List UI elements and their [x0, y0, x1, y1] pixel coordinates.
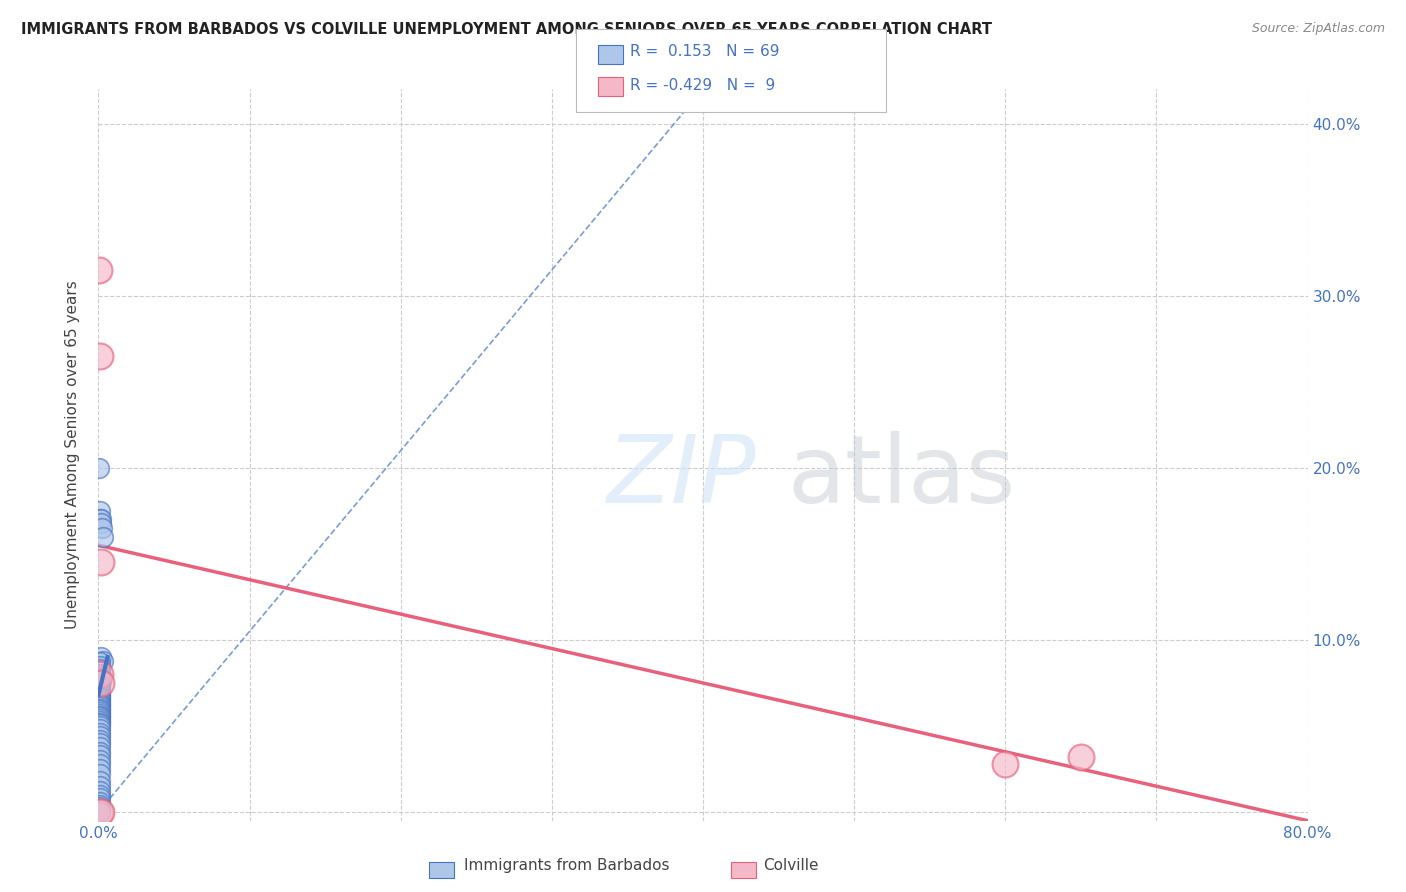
- Point: [89, 788, 111, 802]
- Point: [89, 667, 111, 681]
- Point: [90, 556, 112, 570]
- Point: [89, 702, 111, 716]
- Point: [89, 805, 111, 819]
- Point: [89, 655, 111, 669]
- Point: [89, 678, 111, 692]
- Point: [89, 767, 111, 781]
- Point: [89, 762, 111, 776]
- Point: [89, 680, 111, 694]
- Text: ZIP: ZIP: [606, 432, 756, 523]
- Point: [89, 700, 111, 714]
- Text: IMMIGRANTS FROM BARBADOS VS COLVILLE UNEMPLOYMENT AMONG SENIORS OVER 65 YEARS CO: IMMIGRANTS FROM BARBADOS VS COLVILLE UNE…: [21, 22, 993, 37]
- Point: [90, 673, 112, 687]
- Point: [89, 710, 111, 724]
- Point: [89, 504, 111, 518]
- Point: [89, 739, 111, 754]
- Point: [89, 662, 111, 676]
- Point: [89, 349, 111, 363]
- Point: [89, 729, 111, 743]
- Point: [89, 798, 111, 813]
- Point: [89, 805, 111, 819]
- Point: [89, 795, 111, 809]
- Point: [89, 708, 111, 723]
- Point: [1070, 750, 1092, 764]
- Point: [91, 521, 114, 535]
- Point: [90, 674, 112, 689]
- Point: [89, 803, 111, 817]
- Point: [89, 681, 111, 695]
- Point: [89, 695, 111, 709]
- Point: [89, 658, 111, 673]
- Point: [89, 682, 111, 697]
- Point: [89, 801, 111, 815]
- Point: [89, 691, 111, 706]
- Point: [89, 717, 111, 731]
- Point: [90, 669, 112, 683]
- Point: [89, 748, 111, 763]
- Point: [90, 805, 112, 819]
- Point: [89, 698, 111, 713]
- Point: [89, 263, 111, 277]
- Point: [89, 667, 111, 681]
- Point: [89, 800, 111, 814]
- Point: [89, 697, 111, 711]
- Point: [89, 736, 111, 750]
- Point: [89, 688, 111, 702]
- Point: [89, 684, 111, 698]
- Point: [89, 745, 111, 759]
- Point: [89, 803, 111, 817]
- Point: [89, 512, 111, 526]
- Point: [90, 516, 112, 530]
- Point: [89, 726, 111, 740]
- Text: R =  0.153   N = 69: R = 0.153 N = 69: [630, 45, 779, 59]
- Point: [89, 732, 111, 747]
- Point: [91, 530, 114, 544]
- Point: [89, 705, 111, 719]
- Point: [90, 650, 112, 665]
- Point: [89, 676, 111, 690]
- Point: [89, 791, 111, 805]
- Point: [89, 706, 111, 721]
- Y-axis label: Unemployment Among Seniors over 65 years: Unemployment Among Seniors over 65 years: [65, 281, 80, 629]
- Point: [89, 715, 111, 730]
- Point: [91, 654, 114, 668]
- Point: [89, 664, 111, 678]
- Point: [89, 460, 111, 475]
- Point: [89, 690, 111, 704]
- Point: [90, 671, 112, 685]
- Point: [89, 723, 111, 737]
- Point: [90, 676, 112, 690]
- Point: [89, 693, 111, 707]
- Text: Colville: Colville: [763, 858, 818, 872]
- Point: [89, 714, 111, 728]
- Point: [994, 756, 1017, 771]
- Point: [90, 512, 112, 526]
- Point: [89, 686, 111, 700]
- Text: Source: ZipAtlas.com: Source: ZipAtlas.com: [1251, 22, 1385, 36]
- Point: [89, 756, 111, 771]
- Point: [89, 704, 111, 718]
- Text: Immigrants from Barbados: Immigrants from Barbados: [464, 858, 669, 872]
- Point: [89, 805, 111, 819]
- Point: [89, 774, 111, 789]
- Point: [89, 784, 111, 798]
- Point: [89, 719, 111, 733]
- Point: [89, 779, 111, 793]
- Point: [89, 753, 111, 767]
- Point: [89, 712, 111, 726]
- Text: atlas: atlas: [787, 431, 1017, 523]
- Text: R = -0.429   N =  9: R = -0.429 N = 9: [630, 78, 775, 93]
